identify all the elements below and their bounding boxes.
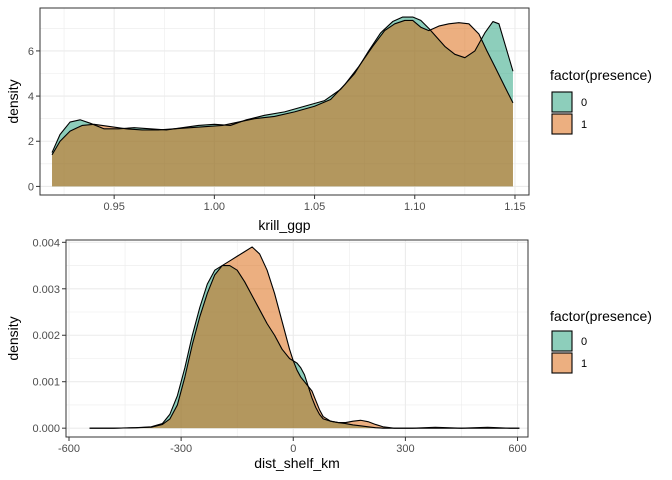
y-tick-label: 4 <box>28 91 34 103</box>
y-tick-label: 0.001 <box>32 377 60 389</box>
y-tick-label: 0.000 <box>32 423 60 435</box>
legend: factor(presence) 0 1 <box>550 308 652 374</box>
density-plot-dist-shelf-km: -600 -300 0 300 600 0.000 0.001 0.002 0.003 0.004… <box>5 237 652 471</box>
y-axis-title: density <box>5 79 21 123</box>
legend-key-swatch-1 <box>551 113 573 135</box>
x-tick-label: 300 <box>396 443 414 455</box>
density-line-1 <box>51 19 514 156</box>
legend-label: 1 <box>581 358 587 370</box>
x-tick-label: 1.15 <box>504 201 525 213</box>
y-tick-label: 0.003 <box>32 284 60 296</box>
x-tick-label: -300 <box>170 443 192 455</box>
legend-key-swatch-1 <box>551 352 573 374</box>
x-tick-label: 1.00 <box>204 201 225 213</box>
x-tick-label: 0.95 <box>103 201 124 213</box>
legend-key-swatch-0 <box>551 330 573 352</box>
y-tick-label: 0.002 <box>32 330 60 342</box>
density-area-1 <box>52 20 513 187</box>
legend-label: 0 <box>581 97 587 109</box>
x-axis-title: krill_ggp <box>258 217 310 233</box>
y-axis-title: density <box>5 316 21 360</box>
legend: factor(presence) 0 1 <box>550 67 652 135</box>
density-line-0 <box>89 265 520 429</box>
x-tick-label: 1.05 <box>304 201 325 213</box>
panel-border <box>39 7 530 196</box>
x-axis-title: dist_shelf_km <box>254 455 340 471</box>
legend-label: 1 <box>581 119 587 131</box>
legend-title: factor(presence) <box>550 67 652 83</box>
x-tick-label: 600 <box>508 443 526 455</box>
y-tick-label: 0 <box>28 181 34 193</box>
density-plot-krill-ggp: 0.95 1.00 1.05 1.10 1.15 0 2 4 6 krill_ggp density… <box>5 7 652 233</box>
y-tick-label: 2 <box>28 136 34 148</box>
x-tick-label: 0 <box>290 443 296 455</box>
panel-border <box>65 239 529 438</box>
x-tick-label: 1.10 <box>404 201 425 213</box>
density-area-1 <box>89 246 520 429</box>
x-tick-label: -600 <box>58 443 80 455</box>
legend-title: factor(presence) <box>550 308 652 324</box>
legend-key-swatch-0 <box>551 91 573 113</box>
density-line-1 <box>89 246 520 429</box>
y-tick-label: 6 <box>28 46 34 58</box>
density-line-0 <box>51 16 514 153</box>
y-tick-label: 0.004 <box>32 237 60 249</box>
legend-label: 0 <box>581 336 587 348</box>
